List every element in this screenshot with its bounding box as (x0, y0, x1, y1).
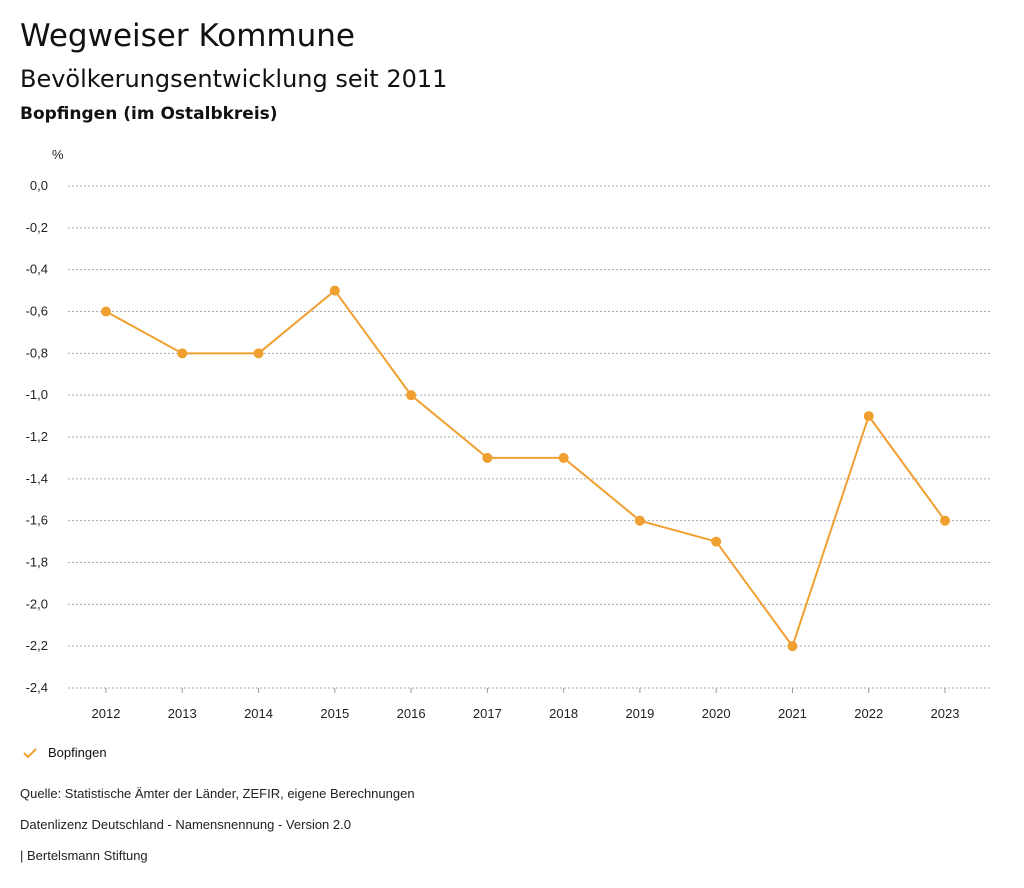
y-tick-label: -0,6 (26, 304, 48, 319)
y-tick-label: 0,0 (30, 178, 48, 193)
data-point[interactable] (329, 285, 340, 296)
data-point[interactable] (711, 536, 722, 547)
y-tick-label: -0,8 (26, 345, 48, 360)
x-tick-label: 2014 (244, 706, 273, 721)
y-tick-label: -1,2 (26, 429, 48, 444)
region-label: Bopfingen (im Ostalbkreis) (20, 104, 278, 124)
check-icon (23, 747, 37, 758)
x-tick-label: 2019 (625, 706, 654, 721)
legend-item-bopfingen[interactable]: Bopfingen (22, 745, 107, 760)
license-note: Datenlizenz Deutschland - Namensnennung … (20, 817, 351, 832)
x-tick-label: 2012 (92, 706, 121, 721)
x-tick-label: 2017 (473, 706, 502, 721)
x-tick-label: 2023 (931, 706, 960, 721)
y-tick-label: -2,0 (26, 596, 48, 611)
data-point[interactable] (558, 452, 569, 463)
y-tick-label: -1,0 (26, 387, 48, 402)
data-point[interactable] (787, 641, 798, 652)
x-tick-label: 2022 (854, 706, 883, 721)
x-tick-label: 2021 (778, 706, 807, 721)
y-tick-label: -0,4 (26, 262, 48, 277)
data-point[interactable] (863, 411, 874, 422)
line-chart: % 0,0 -0,2 -0,4 -0,6 -0,8 -1,0 -1,2 -1,4 -1,6 -1,… (26, 147, 990, 721)
data-point[interactable] (101, 306, 111, 317)
x-tick-label: 2020 (702, 706, 731, 721)
series-line (105, 289, 946, 649)
y-tick-label: -2,2 (26, 638, 48, 653)
chart-subtitle: Bevölkerungsentwicklung seit 2011 (20, 65, 448, 93)
y-axis-unit: % (52, 147, 64, 162)
data-point[interactable] (406, 390, 417, 401)
x-tick-label: 2013 (168, 706, 197, 721)
data-point[interactable] (482, 452, 493, 463)
x-tick-label: 2018 (549, 706, 578, 721)
page-title: Wegweiser Kommune (20, 18, 355, 54)
legend-label: Bopfingen (48, 745, 107, 760)
source-note: Quelle: Statistische Ämter der Länder, Z… (20, 786, 415, 801)
publisher-note: | Bertelsmann Stiftung (20, 848, 148, 863)
data-point[interactable] (634, 515, 645, 526)
data-point[interactable] (940, 515, 950, 526)
data-point[interactable] (253, 348, 264, 359)
y-tick-label: -1,4 (26, 471, 48, 486)
data-point[interactable] (177, 348, 188, 359)
y-tick-label: -1,6 (26, 513, 48, 528)
y-tick-label: -1,8 (26, 555, 48, 570)
x-tick-label: 2016 (397, 706, 426, 721)
y-tick-label: -0,2 (26, 220, 48, 235)
y-tick-label: -2,4 (26, 680, 48, 695)
x-tick-label: 2015 (320, 706, 349, 721)
